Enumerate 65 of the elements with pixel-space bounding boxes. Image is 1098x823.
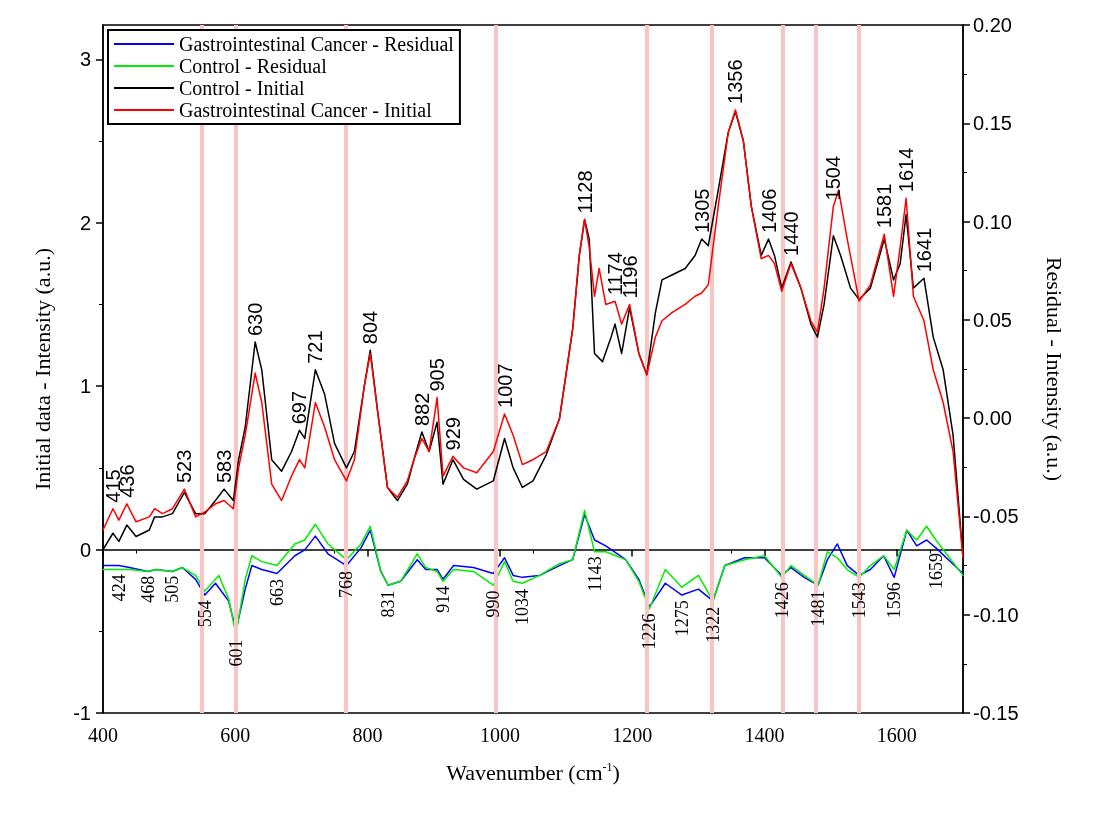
- x-tick-label: 1000: [479, 724, 520, 746]
- annotation: 831: [378, 590, 399, 618]
- annotation: 1356: [724, 59, 747, 104]
- annotation: 1614: [895, 147, 918, 193]
- y2-axis-title: Residual - Intensity (a.u.): [1041, 256, 1067, 482]
- y2-tick-label: 0.15: [973, 112, 1012, 135]
- annotation: 505: [162, 575, 183, 603]
- y2-tick-label: 0.05: [973, 308, 1012, 331]
- x-tick-label: 400: [88, 724, 118, 746]
- annotation: 523: [173, 449, 196, 484]
- y-tick-label: 3: [79, 48, 91, 71]
- annotation: 1659: [925, 552, 946, 589]
- x-tick-label: 1400: [744, 724, 785, 746]
- y-tick-label: 2: [79, 211, 91, 234]
- annotation: 1128: [573, 170, 596, 214]
- annotation: 1275: [671, 600, 692, 637]
- y2-tick-label: 0.20: [973, 14, 1012, 36]
- legend-label: Control - Initial: [179, 77, 305, 99]
- annotation: 929: [441, 417, 464, 451]
- legend-label: Gastrointestinal Cancer - Residual: [179, 33, 455, 55]
- annotation: 1305: [690, 188, 713, 234]
- x-tick-label: 600: [220, 724, 251, 746]
- annotation: 1143: [584, 556, 605, 592]
- annotation: 630: [244, 302, 267, 337]
- annotation: 1426: [771, 582, 792, 619]
- annotation: 1641: [912, 227, 935, 273]
- annotation: 768: [336, 570, 357, 598]
- annotation: 1481: [808, 590, 829, 627]
- annotation: 914: [433, 585, 454, 613]
- y-tick-label: 1: [79, 375, 91, 398]
- y-axis-title: Initial data - Intensity (a.u.): [29, 248, 55, 490]
- legend-label: Control - Residual: [179, 55, 328, 77]
- y2-tick-label: 0.00: [973, 407, 1012, 430]
- annotation: 804: [359, 310, 382, 345]
- annotation: 1543: [849, 582, 870, 619]
- annotation: 583: [213, 449, 236, 484]
- annotation: 468: [137, 575, 158, 603]
- annotation: 905: [426, 358, 449, 392]
- x-tick-label: 1600: [876, 724, 917, 746]
- y2-tick-label: -0.05: [973, 505, 1019, 528]
- y2-tick-label: 0.10: [973, 210, 1012, 233]
- y-tick-label: 0: [79, 538, 91, 561]
- annotation: 1440: [780, 211, 802, 256]
- annotation: 721: [304, 330, 327, 364]
- annotation: 1581: [873, 183, 896, 229]
- annotation: 1226: [639, 613, 660, 650]
- annotation: 663: [266, 579, 287, 607]
- annotation: 1596: [884, 582, 905, 619]
- y2-tick-label: -0.15: [973, 702, 1019, 724]
- annotation: 601: [225, 639, 246, 667]
- annotation: 1504: [822, 155, 845, 201]
- annotation: 990: [483, 590, 504, 618]
- annotation: 1322: [702, 606, 723, 643]
- x-tick-label: 800: [352, 724, 383, 746]
- legend-label: Gastrointestinal Cancer - Initial: [179, 99, 433, 121]
- annotation: 554: [194, 600, 215, 628]
- annotation: 697: [288, 390, 311, 425]
- y-tick-label: -1: [73, 702, 91, 724]
- annotation: 1007: [493, 363, 516, 408]
- annotation: 882: [410, 392, 433, 426]
- x-tick-label: 1200: [612, 724, 653, 746]
- y2-tick-label: -0.10: [973, 603, 1019, 626]
- annotation: 1406: [757, 188, 780, 234]
- annotation: 1034: [512, 588, 533, 625]
- annotation: 424: [108, 574, 129, 602]
